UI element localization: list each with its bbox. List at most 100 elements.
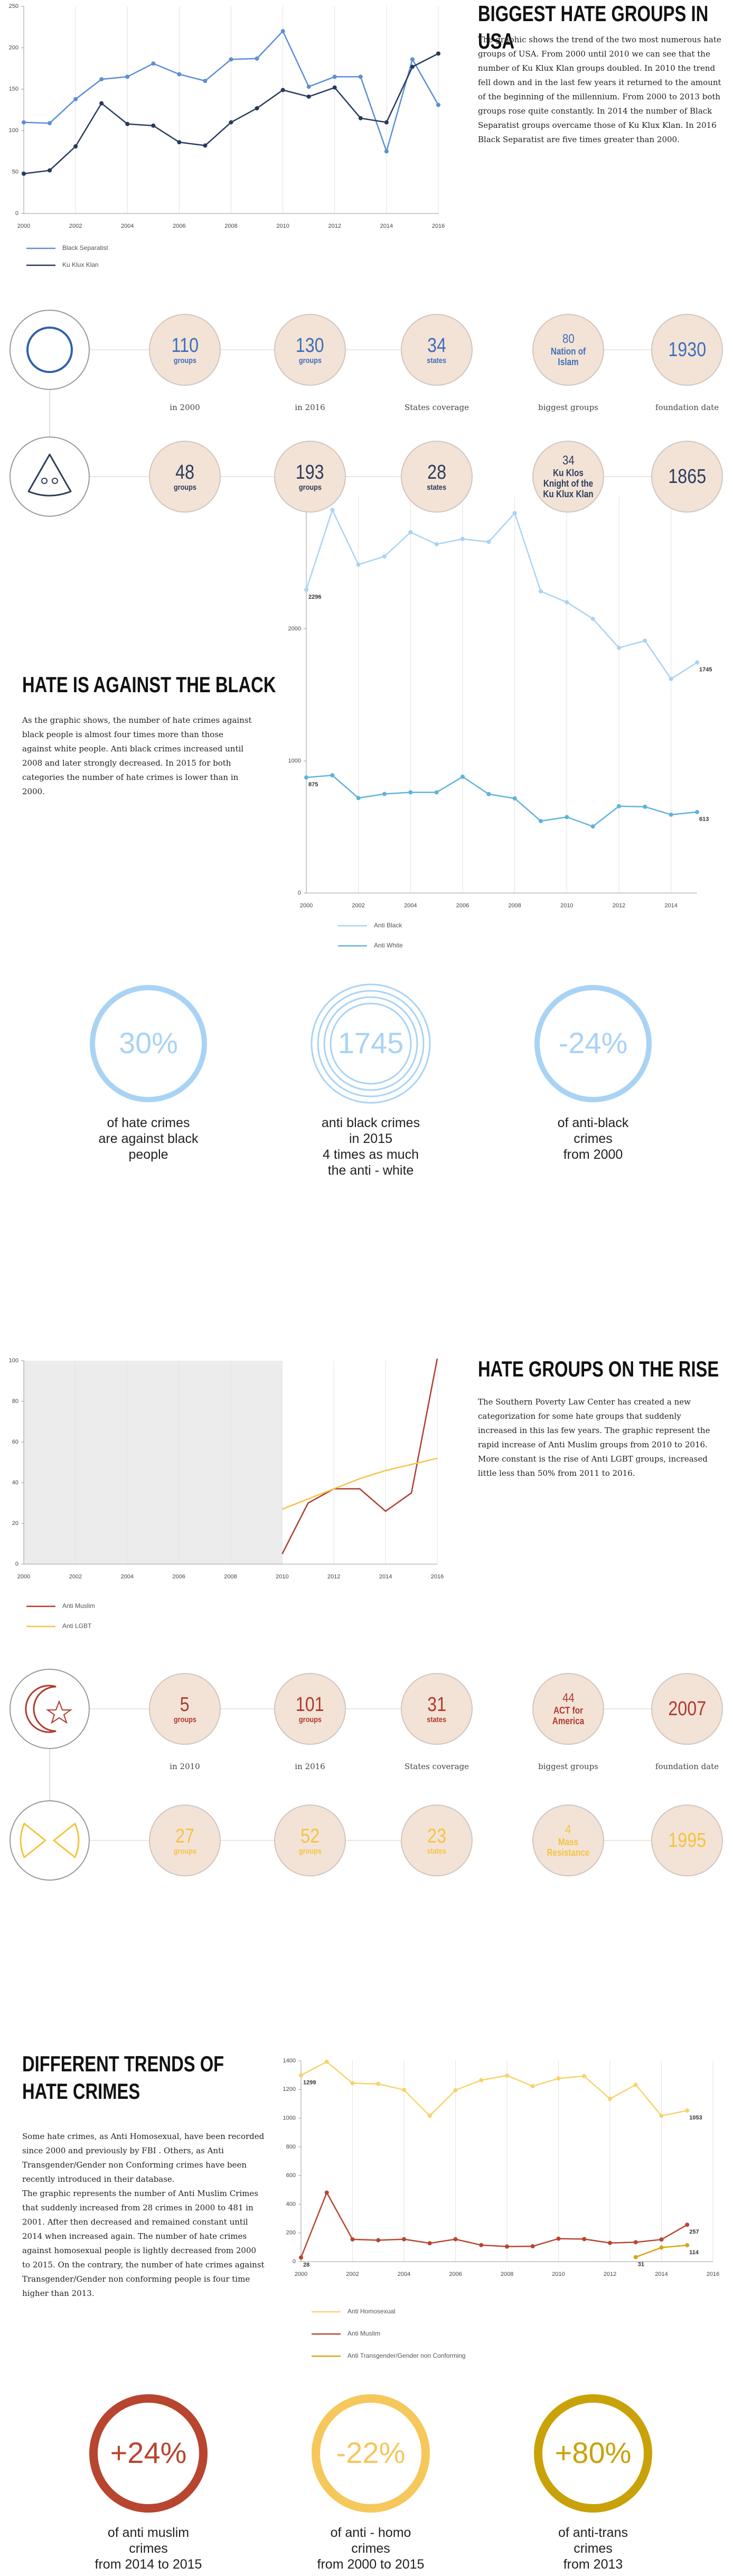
legend-label: Anti Homosexual — [347, 2308, 396, 2315]
stat-unit: states — [427, 1715, 447, 1724]
stat-unit: Ku Klos Knight of the Ku Klux Klan — [543, 468, 594, 499]
caption-line: people — [128, 1147, 168, 1162]
y-tick-label: 100 — [9, 1357, 18, 1364]
y-tick-label: 600 — [286, 2172, 296, 2179]
data-point — [685, 2108, 690, 2113]
stat-caption: in 2010 — [170, 1762, 200, 1771]
stat-circle: 34 Ku Klos Knight of the Ku Klux Klan — [532, 441, 604, 513]
stat-circle: 101 groups — [274, 1673, 346, 1745]
x-tick-label: 2008 — [508, 903, 521, 909]
stat-number: 1865 — [668, 466, 706, 488]
ring-number: +24% — [110, 2436, 187, 2469]
stat-number: 27 — [175, 1825, 194, 1847]
data-point — [299, 2255, 303, 2260]
data-point — [453, 2237, 458, 2242]
caption-line: crimes — [129, 2541, 168, 2556]
data-point — [22, 171, 26, 176]
data-point — [384, 149, 389, 154]
data-point — [382, 554, 387, 559]
icon — [27, 453, 72, 497]
x-tick-label: 2014 — [664, 903, 677, 909]
x-tick-label: 2008 — [224, 223, 237, 229]
caption-line: anti black crimes — [321, 1115, 420, 1130]
value-label: 257 — [689, 2229, 699, 2235]
data-point — [659, 2113, 664, 2118]
stat-unit: groups — [173, 482, 196, 492]
ring-number: -24% — [558, 1026, 628, 1059]
data-point — [530, 2244, 535, 2248]
stat-caption: foundation date — [655, 1762, 719, 1771]
stat-circle: 110 groups — [149, 314, 221, 386]
x-tick-label: 2012 — [327, 1574, 340, 1580]
legend-label: Black Separatist — [62, 244, 108, 252]
data-point — [643, 804, 647, 809]
x-tick-label: 2010 — [560, 903, 573, 909]
data-point — [299, 2073, 303, 2078]
data-point — [617, 646, 621, 650]
caption-line: of anti muslim — [107, 2525, 190, 2540]
data-point — [427, 2113, 432, 2118]
data-point — [402, 2088, 406, 2093]
ring-number: 1745 — [337, 1026, 404, 1059]
data-point — [304, 775, 308, 780]
caption-line: the anti - white — [327, 1163, 414, 1178]
ring — [317, 990, 425, 1098]
y-tick-label: 20 — [12, 1520, 18, 1527]
ring — [311, 983, 431, 1104]
data-point — [73, 144, 78, 148]
legend-label: Anti Muslim — [62, 1602, 95, 1610]
data-point — [685, 2243, 690, 2248]
caption-line: of anti - homo — [330, 2525, 411, 2540]
legend-label: Anti White — [374, 942, 403, 949]
series-line — [306, 774, 698, 827]
data-point — [539, 589, 543, 593]
data-point — [280, 88, 285, 92]
y-tick-label: 250 — [9, 3, 18, 10]
stat-unit: groups — [298, 482, 322, 492]
data-point — [434, 542, 439, 546]
data-point — [151, 123, 156, 128]
stat-caption: in 2000 — [170, 403, 200, 412]
data-point — [48, 121, 52, 126]
caption-line: crimes — [574, 2541, 613, 2556]
x-tick-label: 2002 — [69, 1574, 82, 1580]
stat-caption: biggest groups — [538, 403, 598, 412]
ring-number: -22% — [336, 2436, 406, 2469]
data-point — [350, 2237, 355, 2242]
x-tick-label: 2006 — [449, 2271, 462, 2277]
description: As the graphic shows, the number of hate… — [22, 713, 255, 799]
chart-title: HATE GROUPS ON THE RISE — [478, 1356, 719, 1381]
ring-caption: anti black crimes in 2015 4 times as much t… — [292, 1115, 450, 1178]
caption-line: in 2015 — [349, 1131, 393, 1146]
caption-line: crimes — [351, 2541, 390, 2556]
data-point — [556, 2236, 561, 2241]
caption-line: from 2000 — [563, 1147, 623, 1162]
icon — [20, 1822, 80, 1858]
stat-number: 4 — [565, 1822, 571, 1837]
series-line — [305, 508, 698, 680]
data-point — [512, 511, 517, 515]
ring — [312, 2394, 430, 2513]
data-point — [643, 638, 647, 643]
icon-circle — [10, 1800, 90, 1881]
data-point — [695, 660, 699, 665]
data-point — [255, 106, 259, 110]
y-tick-label: 60 — [12, 1439, 18, 1445]
data-point — [125, 122, 130, 126]
series-line — [281, 1358, 438, 1555]
data-point — [376, 2081, 381, 2086]
data-point — [332, 75, 337, 79]
y-tick-label: 40 — [12, 1480, 18, 1486]
data-point — [203, 143, 208, 148]
value-label: 28 — [303, 2262, 309, 2268]
paragraph: Some hate crimes, as Anti Homosexual, ha… — [22, 2132, 265, 2184]
stat-number: 31 — [427, 1693, 446, 1716]
icon-circle — [10, 310, 90, 390]
stat-circle: 52 groups — [274, 1805, 346, 1876]
x-tick-label: 2002 — [346, 2271, 359, 2277]
data-point — [203, 79, 208, 83]
description: The Southern Poverty Law Center has crea… — [478, 1395, 721, 1481]
stat-unit: groups — [173, 356, 196, 365]
